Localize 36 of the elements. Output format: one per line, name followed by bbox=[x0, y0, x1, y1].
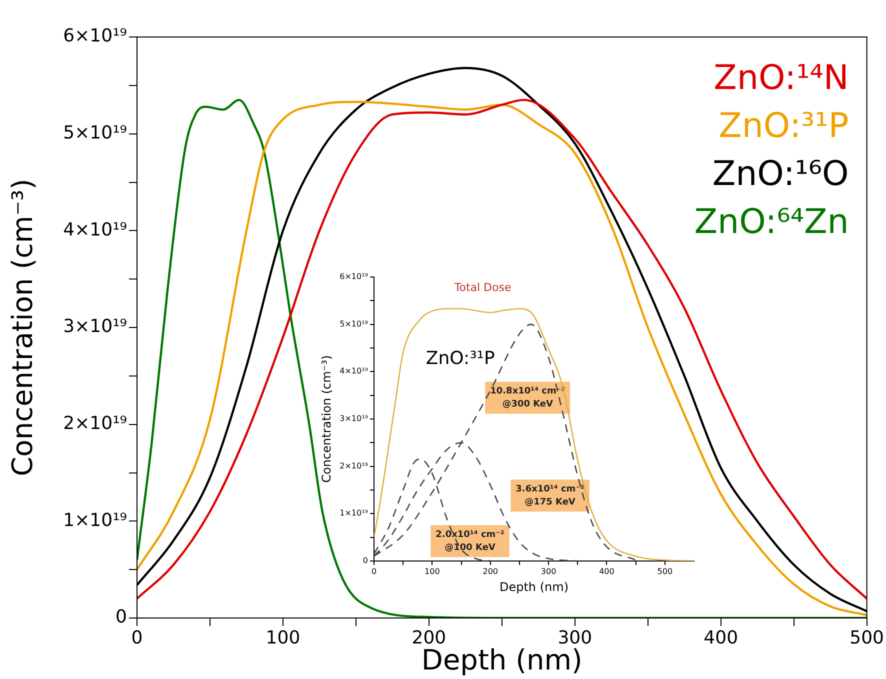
y-tick-label: 2×10¹⁹ bbox=[340, 461, 368, 470]
y-tick-label: 4×10¹⁹ bbox=[63, 219, 127, 240]
text: ZnO:³¹P bbox=[718, 106, 849, 146]
x-tick-label: 0 bbox=[371, 566, 377, 576]
annotation: 3.6x10¹⁴ cm⁻² @175 KeV bbox=[516, 484, 584, 508]
x-tick-label: 200 bbox=[482, 566, 498, 576]
y-tick-label: 2×10¹⁹ bbox=[63, 413, 127, 434]
y-tick-label: 0 bbox=[362, 556, 368, 566]
y-tick-label: 0 bbox=[116, 606, 127, 628]
y-tick-label: 5×10¹⁹ bbox=[63, 122, 127, 144]
x-tick-label: 400 bbox=[704, 627, 738, 648]
y-tick-label: 5×10¹⁹ bbox=[340, 319, 368, 328]
y-tick-label: 1×10¹⁹ bbox=[340, 508, 368, 518]
x-tick-label: 0 bbox=[131, 627, 143, 648]
annotation: 2.0x10¹⁴ cm⁻² @100 KeV bbox=[436, 530, 504, 553]
y-tick-label: 3×10¹⁹ bbox=[340, 414, 368, 424]
x-tick-label: 100 bbox=[424, 566, 440, 576]
y-tick-label: 4×10¹⁹ bbox=[340, 366, 368, 376]
y-tick-label: 1×10¹⁹ bbox=[63, 510, 127, 531]
x-axis-title: Depth (nm) bbox=[499, 580, 569, 594]
y-tick-label: 6×10¹⁹ bbox=[340, 272, 368, 282]
text: ZnO:¹⁴N bbox=[714, 58, 849, 98]
y-tick-label: 3×10¹⁹ bbox=[63, 316, 127, 338]
x-tick-label: 300 bbox=[540, 566, 556, 576]
x-tick-label: 500 bbox=[850, 627, 884, 648]
text: ZnO:¹⁶O bbox=[712, 154, 849, 194]
y-axis-title: Concentration (cm⁻³) bbox=[6, 178, 40, 476]
annotation: Total Dose bbox=[453, 281, 512, 294]
y-tick-label: 6×10¹⁹ bbox=[63, 26, 127, 47]
x-tick-label: 400 bbox=[599, 566, 614, 576]
text: ZnO:⁶⁴Zn bbox=[694, 202, 849, 242]
y-axis-title: Concentration (cm⁻³) bbox=[319, 355, 334, 483]
annotation: 10.8x10¹⁴ cm⁻² @300 KeV bbox=[490, 386, 566, 410]
annotation: ZnO:³¹P bbox=[426, 348, 496, 370]
x-tick-label: 100 bbox=[266, 627, 300, 648]
x-tick-label: 500 bbox=[657, 566, 673, 576]
